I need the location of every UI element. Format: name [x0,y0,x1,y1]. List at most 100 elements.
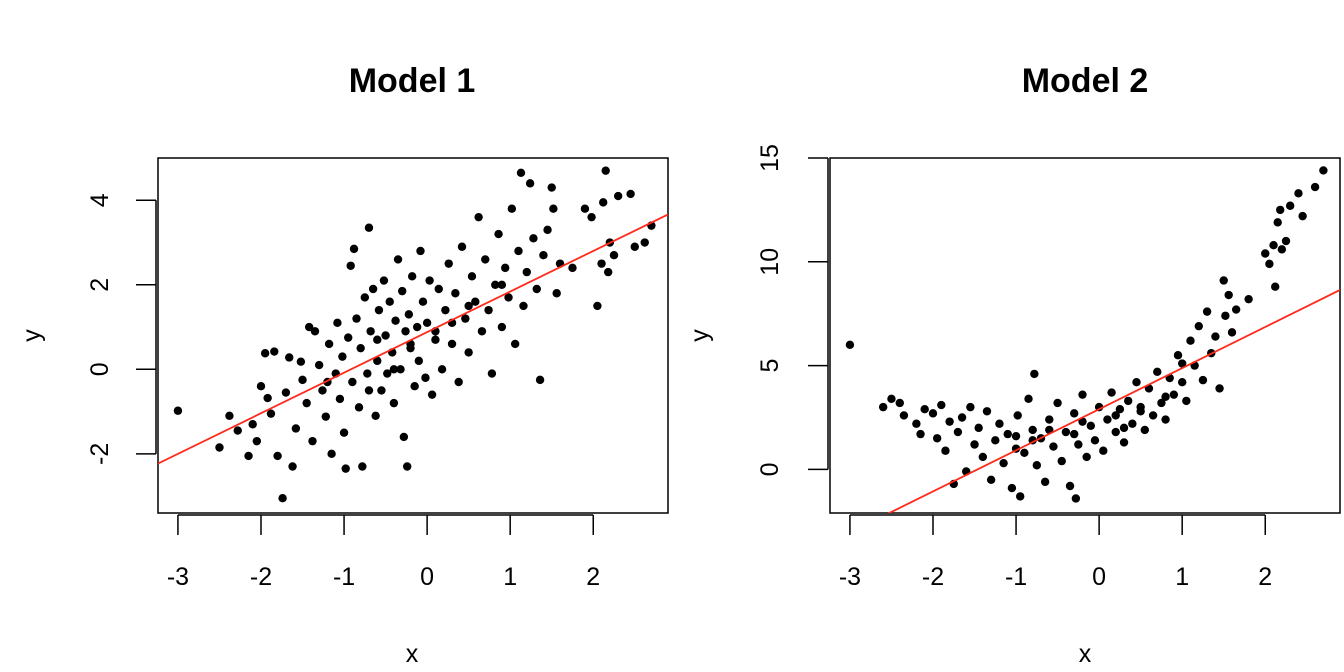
data-point [451,289,460,298]
data-point [1070,429,1079,439]
data-point [986,475,996,484]
data-point [626,189,635,199]
data-point [318,386,327,395]
chart-title: Model 2 [1022,62,1149,100]
data-point [1186,336,1195,345]
data-point [248,420,257,429]
x-tick-label: 2 [1258,563,1272,591]
data-point [599,198,608,207]
data-point [1024,394,1033,404]
data-point [1173,351,1183,360]
data-point [928,409,938,418]
data-point [338,352,347,361]
data-point [404,310,414,319]
y-tick-label: 5 [756,359,784,373]
data-point [1119,438,1129,447]
data-point [529,234,538,243]
data-point [899,411,909,420]
data-point [497,322,507,332]
data-point [281,388,291,397]
data-point [454,377,463,387]
data-point [363,369,372,378]
data-point [507,204,517,213]
data-point [383,369,392,378]
data-point [1111,411,1120,420]
data-point [389,365,399,374]
data-point [373,356,382,366]
data-point [339,428,349,437]
data-point [233,426,242,435]
data-point [603,267,613,277]
data-point [601,166,610,175]
data-point [444,259,453,268]
data-point [256,382,266,391]
data-layer [158,166,668,503]
data-point [373,335,382,344]
data-point [412,322,422,332]
data-point [640,238,649,247]
data-point [1132,378,1141,387]
data-point [1049,442,1058,451]
data-point [396,365,405,374]
x-axis-label: x [406,640,419,668]
y-tick-label: 10 [756,248,784,276]
x-tick-label: -2 [922,563,944,591]
data-point [1020,448,1029,457]
data-point [500,263,510,273]
data-point [414,356,424,366]
data-point [1086,421,1096,431]
data-point [1244,294,1253,304]
data-point [354,403,364,412]
data-point [266,409,276,418]
x-tick-label: 1 [1175,563,1189,591]
data-point [333,318,342,328]
data-point [1136,402,1145,412]
data-point [416,246,425,256]
data-point [401,327,410,336]
data-point [920,404,929,414]
data-point [1275,205,1285,215]
data-point [437,365,447,374]
data-point [1082,452,1091,462]
data-point [391,316,400,325]
data-point [1194,321,1203,331]
data-point [1013,411,1022,420]
data-point [422,318,432,328]
data-point [487,369,497,378]
model-2-panel: Model 2 -3 -2 -1 0 1 2 0 5 10 15 x y [686,62,1341,668]
data-point [407,272,417,281]
data-point [1032,461,1042,470]
data-point [522,267,531,277]
data-point [481,255,490,264]
data-point [298,375,307,385]
data-point [291,424,301,433]
data-point [516,168,526,177]
data-point [341,464,350,473]
data-point [1140,425,1150,435]
data-point [1030,369,1039,379]
data-point [285,353,294,362]
data-point [895,398,904,408]
data-point [366,327,375,336]
data-point [494,229,503,239]
data-point [1215,384,1224,393]
data-point [1221,311,1230,320]
data-point [1078,417,1087,426]
data-point [215,443,224,452]
data-point [1065,481,1075,491]
data-point [304,322,314,332]
data-point [1053,398,1062,408]
y-tick-label: 4 [86,193,114,207]
data-point [916,429,925,439]
data-point [957,413,967,422]
data-point [912,419,921,428]
data-point [974,423,983,433]
data-point [1016,492,1025,501]
data-point [1271,282,1280,291]
data-point [514,246,523,256]
data-point [1285,201,1295,210]
data-point [374,305,384,315]
data-point [535,375,545,385]
y-tick-label: 0 [86,362,114,376]
data-point [348,377,357,387]
